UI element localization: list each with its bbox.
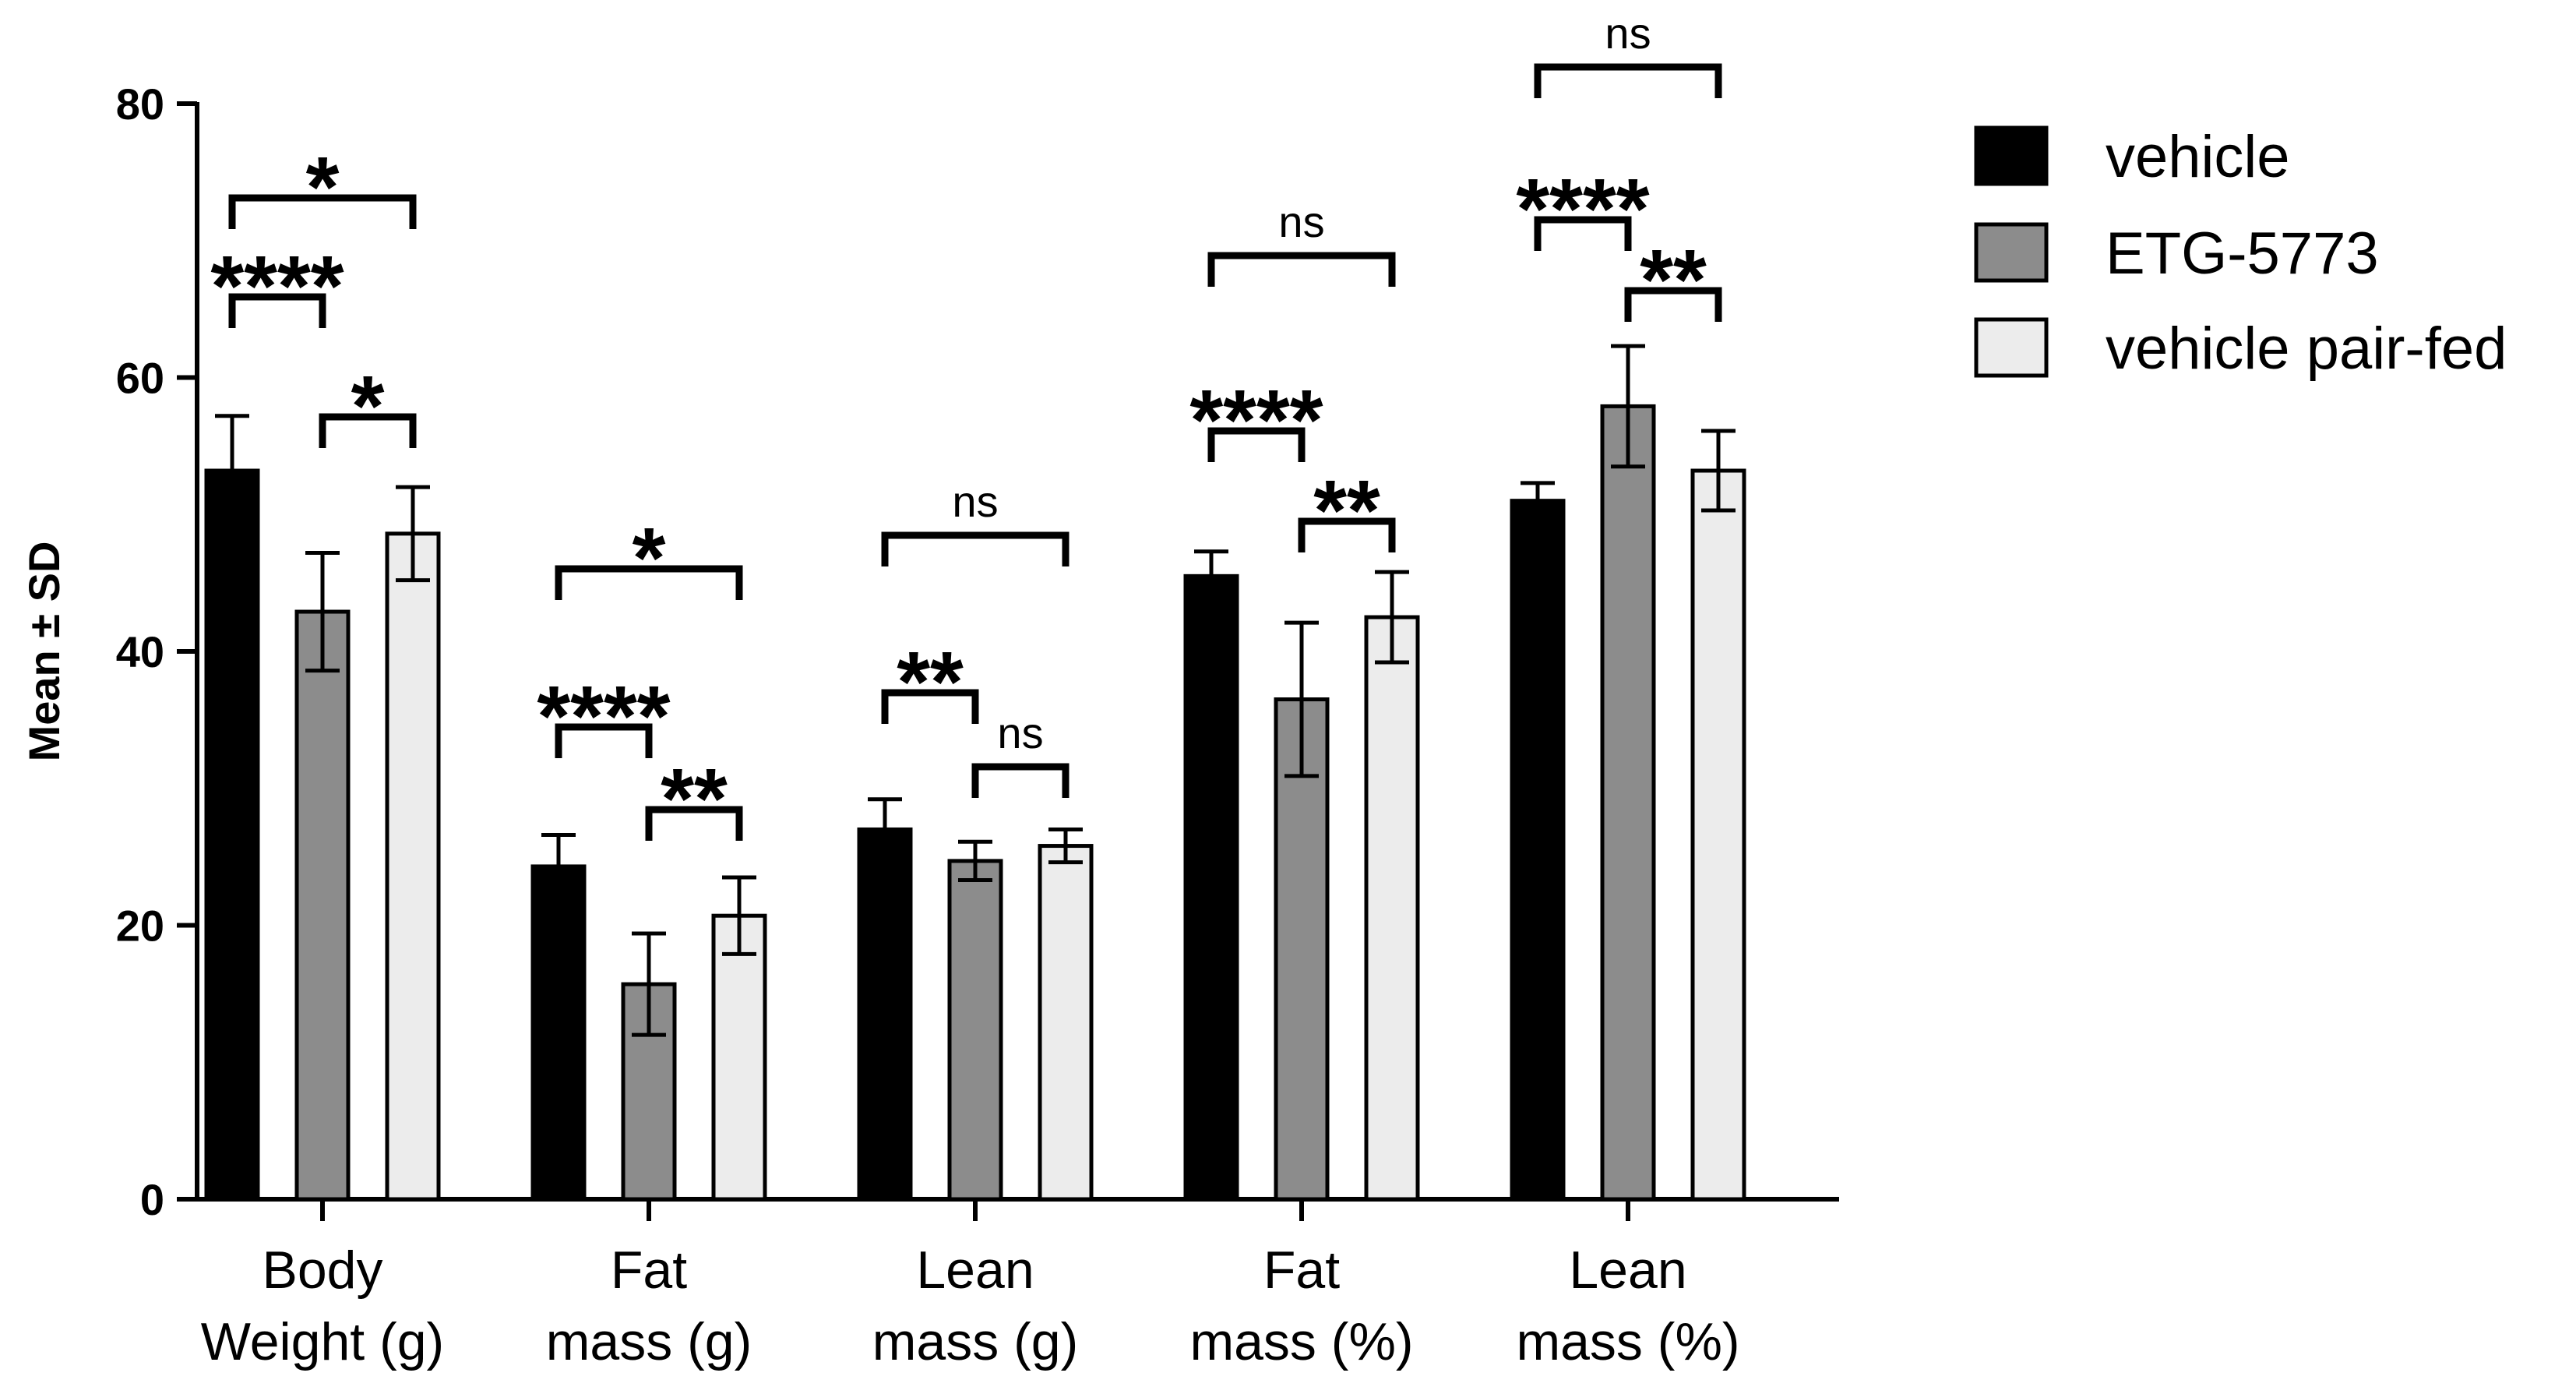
x-tick-label-line: mass (%) (1189, 1312, 1413, 1371)
significance-label: ns (952, 477, 998, 526)
significance-label: ** (897, 634, 964, 730)
bar (204, 468, 260, 1202)
axes-group: 0 20 40 60 80 Mean ± SD Body Weight (g) Fat mass … (19, 79, 1839, 1371)
x-tick-label-line: Lean (1569, 1240, 1686, 1300)
significance-label: ** (1640, 232, 1707, 328)
x-tick-label-line: mass (g) (872, 1312, 1078, 1371)
x-tick-label-line: Weight (g) (201, 1312, 444, 1371)
significance-bracket (319, 413, 417, 448)
y-tick-label: 60 (116, 354, 164, 403)
bar (1364, 615, 1420, 1202)
significance-label: * (351, 358, 385, 454)
bar (947, 859, 1003, 1202)
bar (1690, 468, 1746, 1202)
y-tick-label: 20 (116, 902, 164, 951)
significance-bracket (555, 723, 653, 758)
y-tick-label: 0 (140, 1175, 164, 1224)
legend-swatch (1974, 125, 2049, 186)
legend: vehicle ETG-5773 vehicle pair-fed (1974, 124, 2507, 382)
x-tick-label-line: Fat (1263, 1240, 1340, 1300)
legend-label: vehicle pair-fed (2106, 316, 2507, 382)
significance-bracket (881, 689, 979, 724)
bar (1600, 404, 1656, 1202)
legend-swatch (1974, 222, 2049, 283)
significance-bracket (555, 565, 743, 600)
legend-label: vehicle (2106, 124, 2290, 190)
significance-label: ** (661, 751, 728, 847)
significance-label: **** (210, 238, 344, 334)
x-tick-label-line: Fat (611, 1240, 687, 1300)
significance-label: ns (1278, 197, 1324, 246)
significance-label: **** (537, 669, 670, 764)
bar (1183, 573, 1239, 1202)
significance-label: * (633, 510, 666, 606)
legend-label: ETG-5773 (2106, 221, 2379, 287)
legend-swatch (1974, 317, 2049, 378)
significance-bracket (1207, 252, 1396, 287)
significance-bracket (971, 763, 1070, 798)
significance-label: **** (1189, 372, 1323, 468)
significance-label: ** (1313, 463, 1380, 559)
significance-label: ns (1605, 9, 1651, 58)
bar (530, 864, 587, 1202)
x-tick-label: Lean mass (%) (1516, 1240, 1739, 1371)
x-tick-label: Fat mass (g) (546, 1240, 752, 1371)
bar (857, 827, 913, 1202)
significance-bracket (1624, 287, 1722, 322)
significance-bracket (881, 531, 1070, 566)
x-tick-label-line: mass (g) (546, 1312, 752, 1371)
significance-bracket (228, 293, 326, 328)
bars-group (204, 344, 1746, 1202)
bar (1038, 844, 1094, 1202)
x-tick-label-line: Body (263, 1240, 383, 1300)
significance-bracket (1298, 517, 1396, 552)
y-tick-label: 80 (116, 79, 164, 129)
significance-bracket (1534, 63, 1722, 98)
y-tick-label: 40 (116, 627, 164, 676)
x-tick-label-line: Lean (916, 1240, 1034, 1300)
bar (385, 531, 441, 1202)
x-tick-label: Body Weight (g) (201, 1240, 444, 1371)
significance-bracket (1207, 427, 1306, 462)
x-tick-label: Lean mass (g) (872, 1240, 1078, 1371)
y-axis-label: Mean ± SD (19, 542, 69, 762)
x-tick-label-line: mass (%) (1516, 1312, 1739, 1371)
significance-label: ns (997, 708, 1043, 757)
significance-bracket (1534, 216, 1632, 251)
significance-bracket (228, 194, 417, 229)
significance-label: * (306, 139, 340, 235)
bar (711, 913, 767, 1202)
bar (294, 609, 351, 1202)
x-tick-label: Fat mass (%) (1189, 1240, 1413, 1371)
significance-bracket (645, 806, 743, 841)
bar (1510, 499, 1566, 1202)
significance-label: **** (1516, 161, 1649, 257)
